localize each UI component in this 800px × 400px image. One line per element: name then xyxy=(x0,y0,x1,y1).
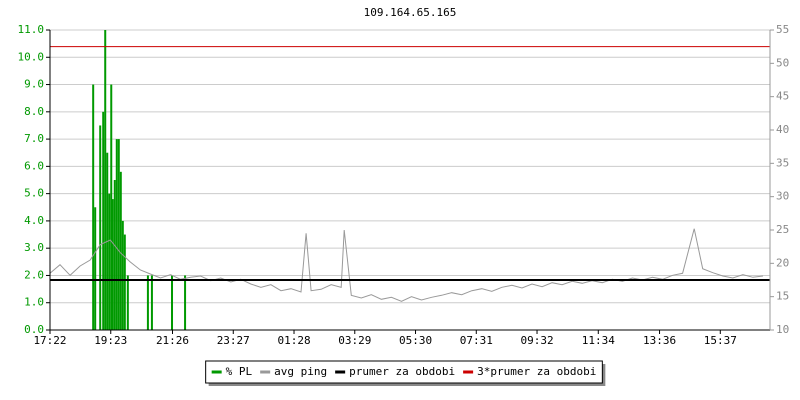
packet-loss-bar xyxy=(146,275,149,330)
packet-loss-bar xyxy=(150,275,153,330)
x-tick-label: 01:28 xyxy=(277,334,310,347)
y-tick-label: 5.0 xyxy=(24,187,44,200)
y2-tick-label: 45 xyxy=(776,90,789,103)
legend-label: avg ping xyxy=(274,365,327,378)
y-tick-label: 3.0 xyxy=(24,241,44,254)
packet-loss-bar xyxy=(94,207,97,330)
y2-tick-label: 20 xyxy=(776,256,789,269)
packet-loss-bar xyxy=(119,171,122,330)
y-tick-label: 2.0 xyxy=(24,268,44,281)
legend-label: 3*prumer za obdobi xyxy=(477,365,596,378)
y2-tick-label: 35 xyxy=(776,156,789,169)
y2-tick-label: 10 xyxy=(776,323,789,336)
y-tick-label: 0.0 xyxy=(24,323,44,336)
packet-loss-bar xyxy=(113,180,116,330)
packet-loss-bar xyxy=(110,84,113,330)
y2-tick-label: 55 xyxy=(776,23,789,36)
x-tick-label: 21:26 xyxy=(156,334,189,347)
packet-loss-bar xyxy=(99,125,102,330)
x-tick-label: 13:36 xyxy=(643,334,676,347)
y-tick-label: 8.0 xyxy=(24,105,44,118)
chart-title: 109.164.65.165 xyxy=(364,6,457,19)
x-tick-label: 11:34 xyxy=(582,334,615,347)
y-tick-label: 1.0 xyxy=(24,296,44,309)
x-tick-label: 23:27 xyxy=(217,334,250,347)
x-tick-label: 19:23 xyxy=(94,334,127,347)
legend-box xyxy=(205,360,603,384)
ping-line xyxy=(49,228,764,302)
y-tick-label: 7.0 xyxy=(24,132,44,145)
packet-loss-bar xyxy=(104,30,107,330)
y2-tick-label: 30 xyxy=(776,190,789,203)
x-tick-label: 07:31 xyxy=(460,334,493,347)
y-tick-label: 9.0 xyxy=(24,78,44,91)
packet-loss-bar xyxy=(117,139,120,330)
y-tick-label: 4.0 xyxy=(24,214,44,227)
x-tick-label: 09:32 xyxy=(520,334,553,347)
packet-loss-bar xyxy=(184,275,187,330)
packet-loss-bar xyxy=(108,193,111,330)
y-tick-label: 6.0 xyxy=(24,159,44,172)
y-tick-label: 10.0 xyxy=(18,50,45,63)
packet-loss-bar xyxy=(126,275,129,330)
packet-loss-bar xyxy=(92,84,95,330)
legend-label: % PL xyxy=(226,365,253,378)
packet-loss-bar xyxy=(123,234,126,330)
packet-loss-bar xyxy=(111,199,114,330)
legend: % PL avg ping prumer za obdobi 3*prumer za … xyxy=(205,360,606,386)
packet-loss-bar xyxy=(171,275,174,330)
y2-tick-label: 50 xyxy=(776,56,789,69)
x-tick-label: 17:22 xyxy=(33,334,66,347)
x-tick-label: 15:37 xyxy=(704,334,737,347)
y2-tick-label: 25 xyxy=(776,223,789,236)
y-tick-label: 11.0 xyxy=(18,23,45,36)
packet-loss-bar xyxy=(102,111,105,331)
y2-tick-label: 15 xyxy=(776,290,789,303)
x-tick-label: 05:30 xyxy=(399,334,432,347)
x-tick-label: 03:29 xyxy=(338,334,371,347)
y2-tick-label: 40 xyxy=(776,123,789,136)
legend-label: prumer za obdobi xyxy=(349,365,455,378)
packet-loss-bar xyxy=(115,139,118,330)
packet-loss-bar xyxy=(121,220,124,330)
